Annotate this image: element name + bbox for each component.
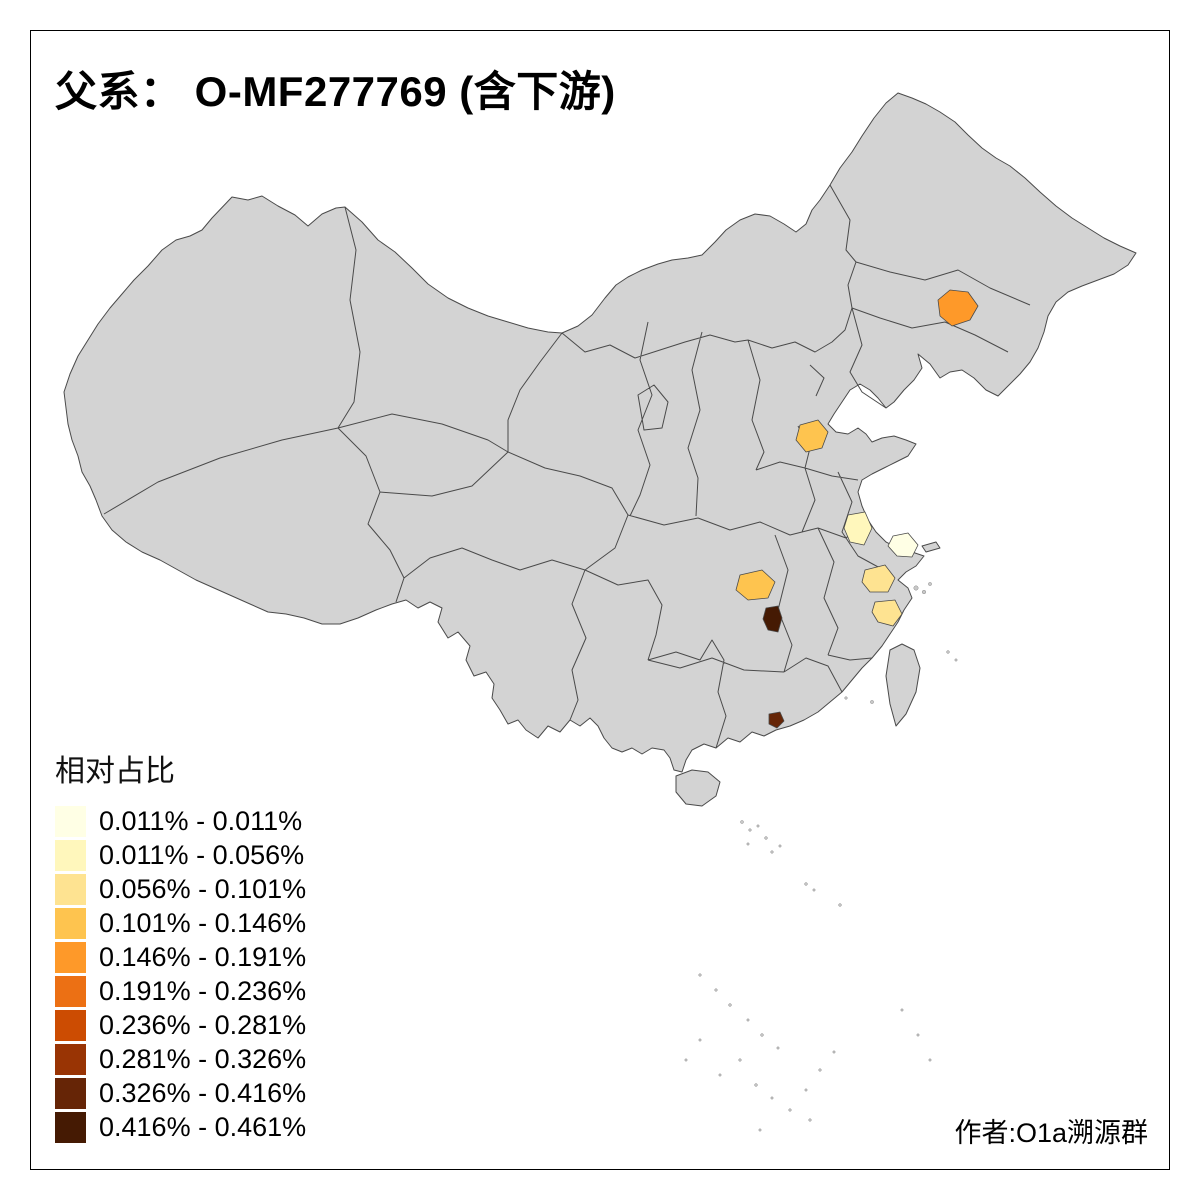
legend-label: 0.416% - 0.461% — [99, 1112, 307, 1142]
region-jilin-area — [937, 289, 979, 327]
region-hebei-shandong-border-area — [795, 419, 829, 453]
legend-swatch — [55, 908, 86, 939]
region-guangdong-dark-area — [768, 711, 785, 729]
legend-item: 0.281% - 0.326% — [55, 1044, 306, 1075]
legend-label: 0.191% - 0.236% — [99, 976, 307, 1006]
legend: 相对占比 0.011% - 0.011% 0.011% - 0.056% 0.0… — [55, 746, 306, 1146]
legend-label: 0.011% - 0.011% — [99, 806, 303, 836]
legend-label: 0.146% - 0.191% — [99, 942, 307, 972]
legend-item: 0.236% - 0.281% — [55, 1010, 306, 1041]
hainan-island — [675, 769, 721, 807]
page-title: 父系： O-MF277769 (含下游) — [55, 68, 616, 115]
legend-item: 0.326% - 0.416% — [55, 1078, 306, 1109]
taiwan-island — [885, 643, 921, 727]
plot-border — [30, 30, 1170, 1170]
legend-label: 0.011% - 0.056% — [99, 840, 305, 870]
region-hunan-northeast-area — [735, 569, 776, 601]
legend-swatch — [55, 806, 86, 837]
highlighted-regions — [735, 289, 979, 729]
legend-swatch — [55, 976, 86, 1007]
region-zhejiang-south-area — [871, 599, 903, 627]
region-jiangsu-area — [843, 511, 873, 546]
legend-swatch — [55, 840, 86, 871]
legend-swatch — [55, 1044, 86, 1075]
legend-label: 0.236% - 0.281% — [99, 1010, 307, 1040]
legend-item: 0.416% - 0.461% — [55, 1112, 306, 1143]
legend-label: 0.281% - 0.326% — [99, 1044, 307, 1074]
legend-title: 相对占比 — [55, 755, 175, 788]
legend-item: 0.191% - 0.236% — [55, 976, 306, 1007]
legend-swatch — [55, 1112, 86, 1143]
region-hunan-east-dark-area — [762, 605, 783, 633]
south-china-sea-islets — [684, 582, 958, 1132]
region-shanghai-area — [887, 532, 919, 558]
chongming-island — [921, 541, 941, 553]
legend-swatch — [55, 1010, 86, 1041]
mainland-outline — [63, 92, 1137, 773]
attribution-text: 作者:O1a溯源群 — [954, 1118, 1148, 1148]
province-boundaries — [103, 184, 1031, 749]
legend-swatch — [55, 1078, 86, 1109]
legend-label: 0.056% - 0.101% — [99, 874, 307, 904]
region-zhejiang-north-area — [861, 564, 896, 593]
legend-item: 0.011% - 0.011% — [55, 806, 306, 837]
legend-label: 0.101% - 0.146% — [99, 908, 307, 938]
legend-item: 0.146% - 0.191% — [55, 942, 306, 973]
legend-item: 0.011% - 0.056% — [55, 840, 306, 871]
legend-item: 0.056% - 0.101% — [55, 874, 306, 905]
legend-swatch — [55, 874, 86, 905]
legend-item: 0.101% - 0.146% — [55, 908, 306, 939]
legend-swatch — [55, 942, 86, 973]
legend-label: 0.326% - 0.416% — [99, 1078, 307, 1108]
mainland-landmass — [63, 92, 1137, 807]
